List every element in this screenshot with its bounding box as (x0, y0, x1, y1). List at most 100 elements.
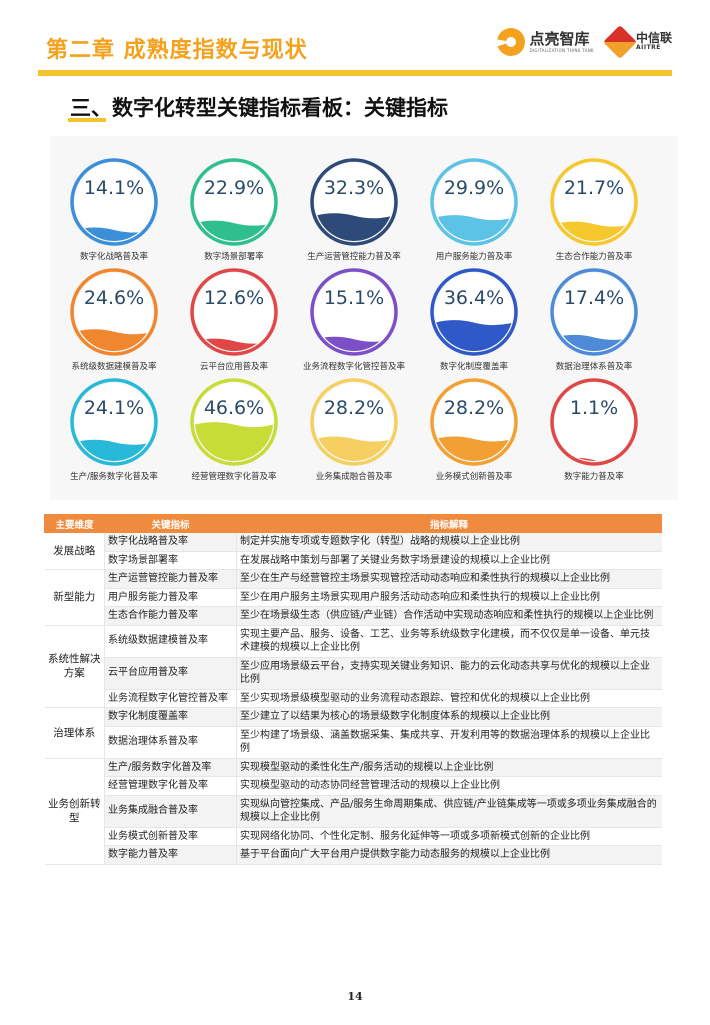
gauge-circle: 46.6% (190, 378, 278, 466)
table-row: 业务流程数字化管控普及率 至少实现场景级模型驱动的业务流程动态跟踪、管控和优化的规… (45, 688, 662, 708)
table-header-row: 主要维度 关键指标 指标解释 (44, 514, 662, 533)
gauge-fill (435, 215, 513, 241)
gauge-value: 15.1% (324, 287, 384, 309)
gauge-fill (435, 436, 513, 461)
section-title: 三、数字化转型关键指标看板：关键指标 (70, 96, 448, 120)
indicator-cell: 生态合作能力普及率 (104, 606, 237, 626)
gauge-circle: 24.6% (70, 268, 158, 356)
gauge-circle: 24.1% (70, 378, 158, 466)
description-cell: 至少建立了以结果为核心的场景级数字化制度体系的规模以上企业比例 (236, 707, 662, 727)
gauge-label: 数字能力普及率 (564, 472, 624, 482)
indicator-cell: 数据治理体系普及率 (104, 725, 237, 759)
table-row: 业务集成融合普及率 实现纵向管控集成、产品/服务生命周期集成、供应链/产业链集成等… (45, 794, 662, 828)
gauge-circle: 15.1% (310, 268, 398, 356)
description-cell: 至少应用场景级云平台，支持实现关键业务知识、能力的云化动态共享与优化的规模以上企… (236, 656, 662, 690)
gauge-fill (435, 320, 513, 351)
description-cell: 至少在生产与经营管控主场景实现管控活动动态响应和柔性执行的规模以上企业比例 (236, 569, 662, 589)
logo1-name: 点亮智库 (529, 29, 590, 48)
table-row: 新型能力 生产运营管控能力普及率 至少在生产与经营管控主场景实现管控活动动态响应和柔… (44, 569, 662, 626)
gauge-circle: 32.3% (310, 158, 398, 246)
indicator-table: 主要维度 关键指标 指标解释 发展战略 数字化战略普及率 制定并实施专项或专题数字化… (44, 514, 662, 865)
gauge-ring (310, 158, 398, 246)
table-row: 数据治理体系普及率 至少构建了场景级、涵盖数据采集、集成共享、开发利用等的数据治理… (45, 725, 662, 759)
indicator-cell: 云平台应用普及率 (104, 656, 237, 690)
gauge-value: 21.7% (564, 177, 624, 199)
gauge-ring (190, 158, 278, 246)
gauge-label: 用户服务能力普及率 (435, 252, 513, 262)
description-cell: 实现主要产品、服务、设备、工艺、业务等系统级数字化建模，而不仅仅是单一设备、单元… (236, 624, 662, 658)
indicator-cell: 数字化制度覆盖率 (104, 707, 237, 727)
header-dimension: 主要维度 (44, 514, 105, 533)
gauge-value: 14.1% (84, 177, 144, 199)
logo-aiitre: 中信联 AIITRE (603, 25, 672, 59)
gauge-ring (550, 378, 638, 466)
gauge-label: 系统级数据建模普及率 (71, 362, 157, 372)
gauge-label: 云平台应用普及率 (199, 362, 268, 372)
gauge-value: 22.9% (204, 177, 264, 199)
gauge-item: 28.2% 业务集成融合普及率 (298, 376, 410, 482)
description-cell: 实现模型驱动的柔性化生产/服务活动的规模以上企业比例 (236, 757, 662, 777)
gauge-value: 46.6% (204, 397, 264, 419)
gauge-label: 数字场景部署率 (204, 252, 264, 262)
table-row: 系统性解决方案 系统级数据建模普及率 实现主要产品、服务、设备、工艺、业务等系统级数… (44, 624, 662, 708)
gauge-item: 24.1% 生产/服务数字化普及率 (58, 376, 170, 482)
logo1-sub: DIGITALIZATION THINK TANK (529, 47, 594, 53)
description-cell: 制定并实施专项或专题数字化（转型）战略的规模以上企业比例 (236, 532, 662, 552)
dimension-cell: 业务创新转型 (44, 757, 105, 865)
gauge-label: 业务模式创新普及率 (435, 472, 513, 482)
gauge-item: 46.6% 经营管理数字化普及率 (178, 376, 290, 482)
table-body: 发展战略 数字化战略普及率 制定并实施专项或专题数字化（转型）战略的规模以上企业比例… (44, 532, 662, 865)
gauge-circle: 28.2% (310, 378, 398, 466)
gauge-circle: 14.1% (70, 158, 158, 246)
logo-dianliang: 点亮智库 DIGITALIZATION THINK TANK (497, 28, 594, 56)
indicator-cell: 业务集成融合普及率 (104, 794, 237, 828)
gauge-circle: 12.6% (190, 268, 278, 356)
indicator-cell: 数字化战略普及率 (104, 532, 237, 552)
gauge-value: 12.6% (204, 287, 264, 309)
description-cell: 至少在用户服务主场景实现用户服务活动动态响应和柔性执行的规模以上企业比例 (236, 587, 662, 607)
gauge-ring (430, 378, 518, 466)
gauge-item: 28.2% 业务模式创新普及率 (418, 376, 530, 482)
dimension-cell: 系统性解决方案 (44, 624, 105, 708)
gauge-item: 36.4% 数字化制度覆盖率 (418, 266, 530, 372)
gauge-fill (195, 422, 273, 461)
table-row: 数字能力普及率 基于平台面向广大平台用户提供数字能力动态服务的规模以上企业比例 (45, 845, 662, 865)
gauge-item: 14.1% 数字化战略普及率 (58, 156, 170, 262)
table-row: 业务模式创新普及率 实现网络化协同、个性化定制、服务化延伸等一项或多项新模式创新的… (45, 826, 662, 846)
gauge-item: 1.1% 数字能力普及率 (538, 376, 650, 482)
gauge-label: 生态合作能力普及率 (555, 252, 633, 262)
gauge-value: 28.2% (324, 397, 384, 419)
indicator-cell: 数字能力普及率 (104, 845, 237, 865)
description-cell: 实现纵向管控集成、产品/服务生命周期集成、供应链/产业链集成等一项或多项业务集成… (236, 794, 662, 828)
description-cell: 在发展战略中策划与部署了关键业务数字场景建设的规模以上企业比例 (236, 550, 662, 570)
indicator-cell: 业务流程数字化管控普及率 (104, 688, 237, 708)
gauge-ring (190, 378, 278, 466)
gauge-value: 1.1% (570, 397, 618, 419)
gauge-circle: 1.1% (550, 378, 638, 466)
table-row: 业务创新转型 生产/服务数字化普及率 实现模型驱动的柔性化生产/服务活动的规模以上企… (44, 757, 662, 865)
gauge-value: 24.1% (84, 397, 144, 419)
table-row: 数字场景部署率 在发展战略中策划与部署了关键业务数字场景建设的规模以上企业比例 (45, 550, 662, 570)
gauge-ring (70, 268, 158, 356)
gauge-ring (430, 268, 518, 356)
gauge-ring (70, 378, 158, 466)
indicator-cell: 数字场景部署率 (104, 550, 237, 570)
logo2-sub: AIITRE (635, 44, 661, 52)
chapter-title: 第二章 成熟度指数与现状 (46, 38, 308, 63)
description-cell: 实现模型驱动的动态协同经营管理活动的规模以上企业比例 (236, 776, 662, 796)
dimension-cell: 新型能力 (44, 569, 105, 626)
header-divider (38, 70, 672, 76)
dimension-cell: 治理体系 (44, 707, 105, 759)
gauge-item: 15.1% 业务流程数字化管控普及率 (298, 266, 410, 372)
table-row: 生态合作能力普及率 至少在场景级生态（供应链/产业链）合作活动中实现动态响应和柔性… (45, 606, 662, 626)
gauge-ring (70, 158, 158, 246)
indicator-cell: 经营管理数字化普及率 (104, 776, 237, 796)
gauge-item: 32.3% 生产运营管控能力普及率 (298, 156, 410, 262)
gauge-circle: 17.4% (550, 268, 638, 356)
gauge-fill (75, 329, 153, 351)
header-indicator: 关键指标 (104, 514, 237, 533)
gauge-label: 数据治理体系普及率 (555, 362, 633, 372)
section-underline (68, 118, 106, 122)
description-cell: 基于平台面向广大平台用户提供数字能力动态服务的规模以上企业比例 (236, 845, 662, 865)
page-number: 14 (347, 990, 363, 1003)
